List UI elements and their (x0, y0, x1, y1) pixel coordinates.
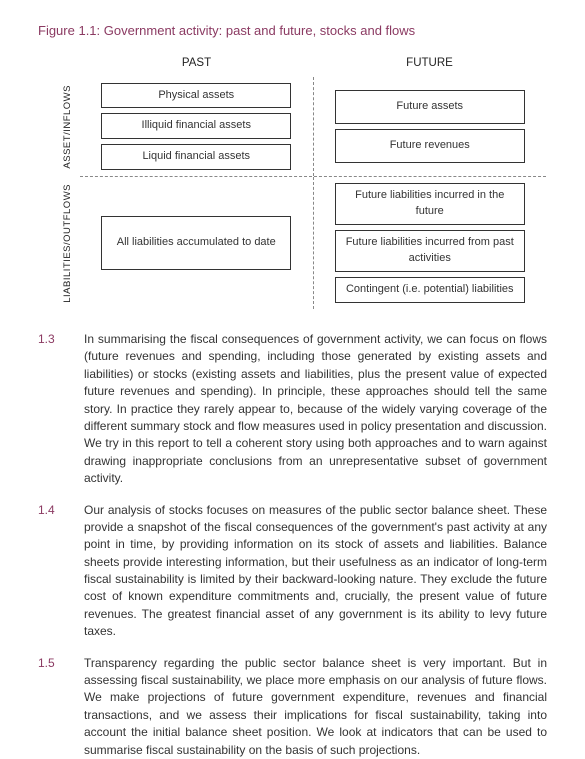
box-physical-assets: Physical assets (101, 83, 291, 109)
para-number: 1.5 (38, 655, 84, 759)
paragraph: 1.5 Transparency regarding the public se… (38, 655, 547, 759)
para-number: 1.4 (38, 502, 84, 641)
cell-future-assets: Future assets Future revenues (314, 77, 547, 177)
box-future-revenues: Future revenues (335, 129, 525, 163)
figure-title: Figure 1.1: Government activity: past an… (38, 22, 547, 41)
box-contingent-liab: Contingent (i.e. potential) liabilities (335, 277, 525, 303)
paragraph: 1.4 Our analysis of stocks focuses on me… (38, 502, 547, 641)
box-illiquid-assets: Illiquid financial assets (101, 113, 291, 139)
box-future-liab-future: Future liabilities incurred in the futur… (335, 183, 525, 225)
para-text: Transparency regarding the public sector… (84, 655, 547, 759)
para-text: In summarising the fiscal consequences o… (84, 331, 547, 488)
paragraph: 1.3 In summarising the fiscal consequenc… (38, 331, 547, 488)
cell-future-liabilities: Future liabilities incurred in the futur… (314, 177, 547, 309)
row-label-liabilities: LIABILITIES/OUTFLOWS (56, 177, 80, 309)
col-header-past: PAST (80, 55, 313, 77)
box-future-assets: Future assets (335, 90, 525, 124)
para-text: Our analysis of stocks focuses on measur… (84, 502, 547, 641)
box-future-liab-past: Future liabilities incurred from past ac… (335, 230, 525, 272)
quadrant-diagram: PAST FUTURE ASSET/INFLOWS Physical asset… (56, 55, 546, 309)
para-number: 1.3 (38, 331, 84, 488)
cell-past-assets: Physical assets Illiquid financial asset… (80, 77, 314, 177)
box-liquid-assets: Liquid financial assets (101, 144, 291, 170)
row-label-assets: ASSET/INFLOWS (56, 77, 80, 177)
col-header-future: FUTURE (313, 55, 546, 77)
cell-past-liabilities: All liabilities accumulated to date (80, 177, 314, 309)
box-all-liabilities: All liabilities accumulated to date (101, 216, 291, 270)
